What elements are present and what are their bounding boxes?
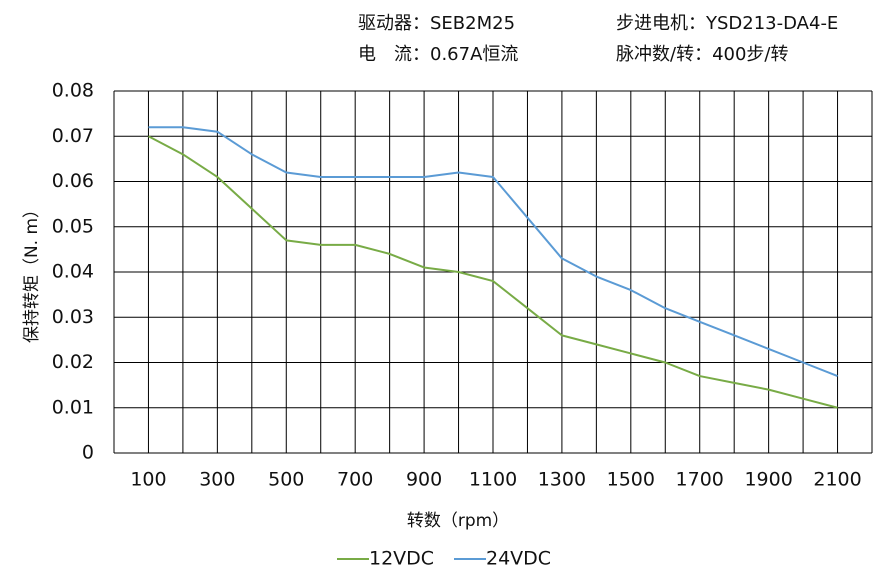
x-tick-label: 1300	[538, 469, 586, 491]
info: 电 流：0.67A恒流	[358, 44, 518, 65]
x-tick-label: 700	[337, 469, 373, 491]
series-line	[147, 135, 838, 409]
y-tick-label: 0.04	[52, 261, 94, 283]
x-tick-label: 900	[406, 469, 442, 491]
y-tick-label: 0.07	[52, 125, 94, 147]
y-axis-label: 保持转矩（N. m）	[22, 201, 42, 343]
x-tick-label: 100	[130, 469, 166, 491]
legend-label: 12VDC	[369, 548, 434, 570]
x-tick-label: 500	[268, 469, 304, 491]
x-axis-label: 转数（rpm）	[407, 511, 509, 531]
y-tick-label: 0.03	[52, 306, 94, 328]
legend-label: 24VDC	[486, 548, 551, 570]
x-tick-label: 1500	[607, 469, 655, 491]
x-tick-label: 1100	[469, 469, 517, 491]
y-tick-label: 0.02	[52, 351, 94, 373]
y-tick-label: 0.08	[52, 80, 94, 102]
y-tick-label: 0	[82, 442, 94, 464]
y-tick-label: 0.01	[52, 396, 94, 418]
info: 驱动器：SEB2M25	[358, 13, 515, 34]
y-tick-label: 0.06	[52, 170, 94, 192]
x-tick-label: 2100	[813, 469, 861, 491]
info: 步进电机：YSD213-DA4-E	[616, 13, 838, 34]
x-tick-label: 1900	[744, 469, 792, 491]
info: 脉冲数/转：400步/转	[616, 44, 789, 65]
x-tick-label: 1700	[676, 469, 724, 491]
x-tick-label: 300	[199, 469, 235, 491]
y-tick-label: 0.05	[52, 215, 94, 237]
series-line	[148, 126, 838, 378]
